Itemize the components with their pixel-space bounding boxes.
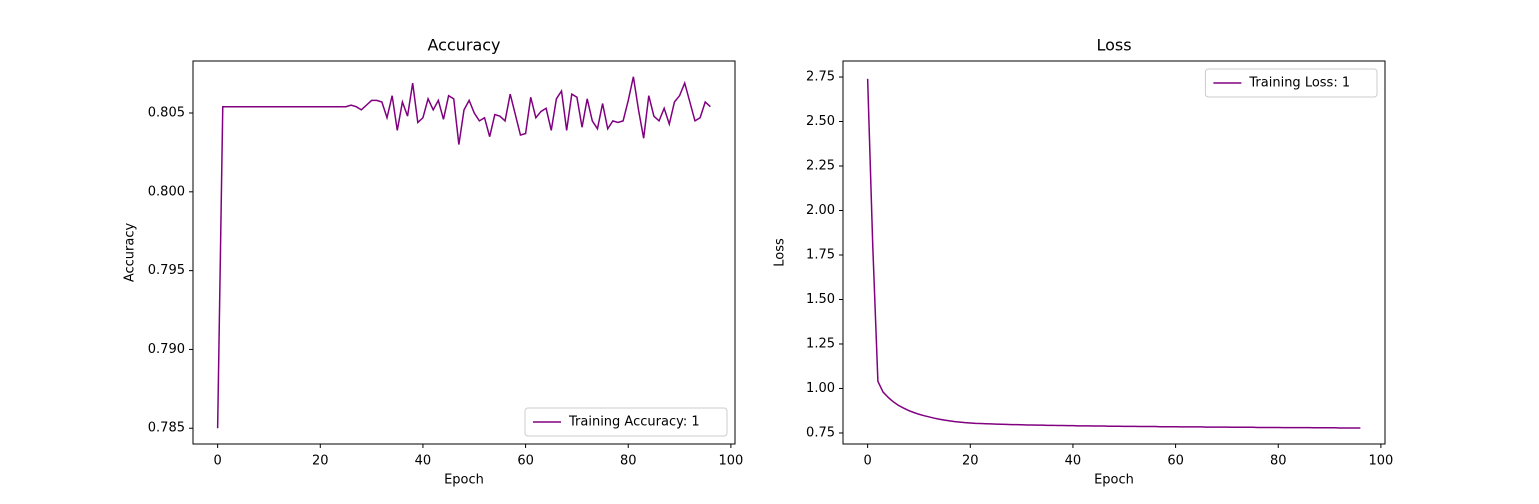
x-tick-label: 60 [1167,454,1184,469]
legend-box [1204,68,1378,98]
x-tick-label: 20 [312,454,329,469]
y-tick-label: 0.790 [148,342,185,357]
x-tick-label: 100 [718,454,743,469]
x-axis-label: Epoch [1094,473,1134,488]
y-tick-label: 1.75 [806,247,835,262]
y-tick-label: 0.805 [148,106,185,121]
y-tick-label: 0.795 [148,263,185,278]
y-tick-label: 1.25 [806,336,835,351]
y-tick-label: 0.785 [148,421,185,436]
legend-box [524,407,728,437]
y-tick-label: 0.75 [806,425,835,440]
y-axis-label: Accuracy [123,223,138,283]
x-tick-label: 60 [517,454,534,469]
data-line [216,76,711,429]
y-tick-label: 0.800 [148,184,185,199]
x-tick-label: 40 [1065,454,1082,469]
x-tick-label: 20 [962,454,979,469]
data-line [866,78,1361,429]
axes-frame [192,60,736,445]
y-tick-label: 2.50 [806,114,835,129]
axes-frame [842,60,1386,445]
y-axis-label: Loss [773,238,788,267]
legend-label: Training Loss: 1 [1248,76,1350,91]
x-tick-label: 0 [863,454,871,469]
x-tick-label: 80 [1270,454,1287,469]
x-tick-label: 0 [213,454,221,469]
y-tick-label: 1.00 [806,381,835,396]
y-tick-label: 2.75 [806,70,835,85]
x-tick-label: 80 [620,454,637,469]
y-tick-label: 2.25 [806,159,835,174]
x-tick-label: 40 [415,454,432,469]
x-tick-label: 100 [1368,454,1393,469]
y-tick-label: 1.50 [806,292,835,307]
legend-label: Training Accuracy: 1 [568,415,700,430]
chart-title: Accuracy [427,36,500,55]
y-tick-label: 2.00 [806,203,835,218]
chart-title: Loss [1096,36,1131,55]
x-axis-label: Epoch [444,473,484,488]
